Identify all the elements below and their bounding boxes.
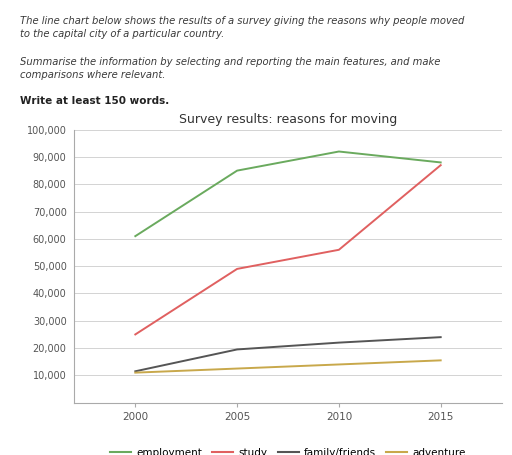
Legend: employment, study, family/friends, adventure: employment, study, family/friends, adven… <box>106 443 470 455</box>
Text: Write at least 150 words.: Write at least 150 words. <box>20 96 170 106</box>
Text: The line chart below shows the results of a survey giving the reasons why people: The line chart below shows the results o… <box>20 16 465 39</box>
Text: Summarise the information by selecting and reporting the main features, and make: Summarise the information by selecting a… <box>20 57 441 80</box>
Title: Survey results: reasons for moving: Survey results: reasons for moving <box>179 113 397 126</box>
